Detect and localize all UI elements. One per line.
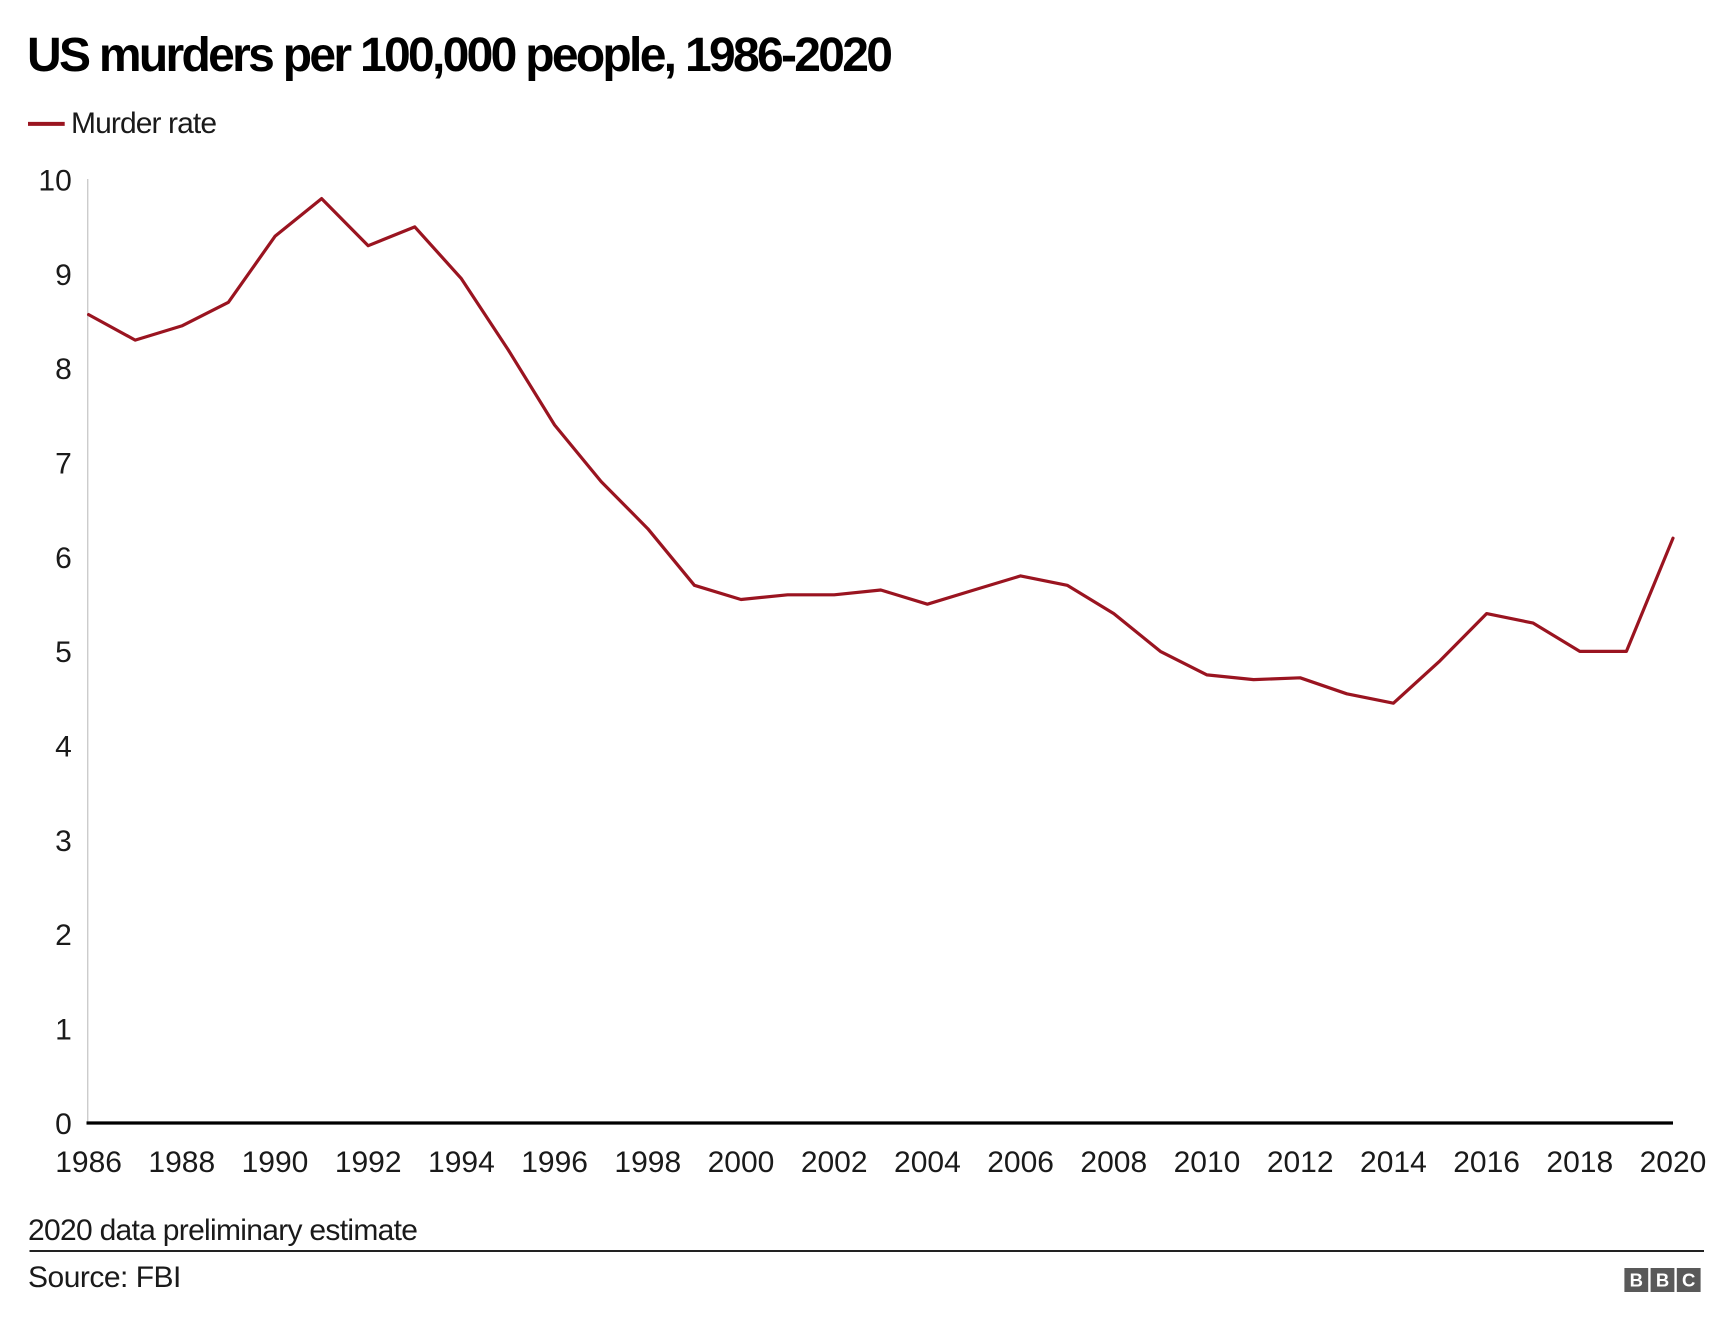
svg-text:1: 1 <box>55 1014 72 1047</box>
svg-text:1986: 1986 <box>55 1146 122 1179</box>
svg-text:0: 0 <box>55 1108 72 1141</box>
svg-text:US murders per 100,000 people,: US murders per 100,000 people, 1986-2020 <box>27 29 891 82</box>
svg-text:2: 2 <box>55 919 72 952</box>
svg-text:8: 8 <box>55 353 72 386</box>
svg-text:C: C <box>1682 1270 1695 1291</box>
svg-text:7: 7 <box>55 448 72 481</box>
svg-text:10: 10 <box>38 165 71 198</box>
svg-text:1990: 1990 <box>242 1146 309 1179</box>
svg-text:1994: 1994 <box>428 1146 495 1179</box>
svg-text:2000: 2000 <box>708 1146 775 1179</box>
svg-text:B: B <box>1630 1270 1643 1291</box>
svg-text:2004: 2004 <box>894 1146 961 1179</box>
svg-text:5: 5 <box>55 636 72 669</box>
svg-text:2012: 2012 <box>1267 1146 1334 1179</box>
svg-text:2002: 2002 <box>801 1146 868 1179</box>
svg-text:3: 3 <box>55 825 72 858</box>
svg-text:9: 9 <box>55 259 72 292</box>
svg-text:2006: 2006 <box>987 1146 1054 1179</box>
svg-text:2020: 2020 <box>1640 1146 1707 1179</box>
svg-text:2016: 2016 <box>1453 1146 1520 1179</box>
svg-text:1996: 1996 <box>521 1146 588 1179</box>
svg-text:Murder rate: Murder rate <box>71 107 216 140</box>
svg-text:2014: 2014 <box>1360 1146 1427 1179</box>
svg-text:Source: FBI: Source: FBI <box>28 1261 181 1294</box>
svg-text:2020 data preliminary estimate: 2020 data preliminary estimate <box>28 1214 417 1247</box>
svg-text:6: 6 <box>55 542 72 575</box>
svg-text:1988: 1988 <box>148 1146 215 1179</box>
svg-text:1992: 1992 <box>335 1146 402 1179</box>
svg-text:4: 4 <box>55 731 72 764</box>
svg-text:2008: 2008 <box>1080 1146 1147 1179</box>
svg-text:1998: 1998 <box>614 1146 681 1179</box>
svg-text:2010: 2010 <box>1174 1146 1241 1179</box>
svg-text:B: B <box>1656 1270 1669 1291</box>
svg-text:2018: 2018 <box>1546 1146 1613 1179</box>
